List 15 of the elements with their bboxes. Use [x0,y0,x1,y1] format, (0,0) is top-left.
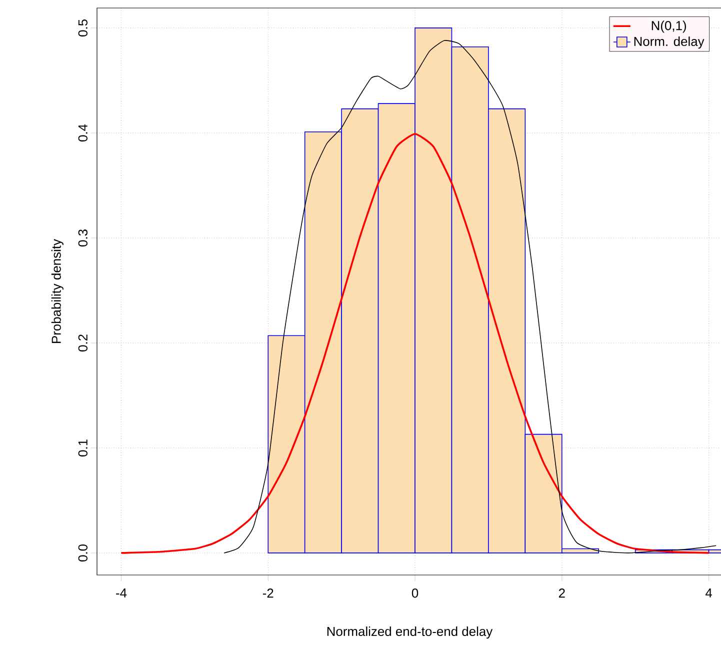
x-tick-label: 2 [558,588,565,598]
y-tick-label: 0.0 [78,544,88,562]
legend-label: Norm. delay [634,36,704,49]
y-axis-title: Probability density [51,239,64,343]
y-tick-label: 0.5 [78,19,88,36]
x-axis-title: Normalized end-to-end delay [327,626,493,639]
x-tick-label: 0 [412,588,418,598]
y-tick-label: 0.3 [78,230,88,246]
x-tick-label: -4 [116,588,127,598]
y-tick-label: 0.1 [78,440,88,456]
legend-label: N(0,1) [652,20,686,33]
x-tick-label: 4 [705,588,712,598]
y-tick-label: 0.2 [78,334,88,352]
y-tick-label: 0.4 [78,124,88,142]
x-tick-label: -2 [262,588,274,598]
